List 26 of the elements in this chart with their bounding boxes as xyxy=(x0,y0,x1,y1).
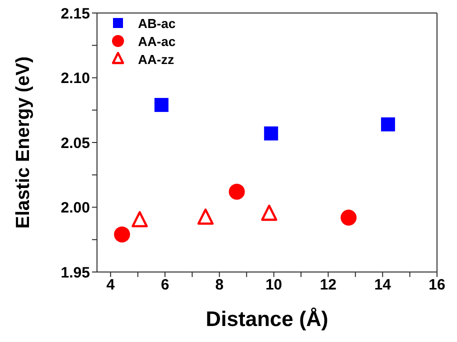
point xyxy=(228,184,245,200)
x-tick-label: 16 xyxy=(428,276,446,294)
x-tick-label: 14 xyxy=(374,276,392,294)
point xyxy=(154,98,168,112)
legend-label: AA-ac xyxy=(138,34,176,48)
y-tick-label: 2.00 xyxy=(60,200,90,217)
point xyxy=(114,226,130,242)
y-tick-label: 2.10 xyxy=(60,70,90,88)
x-tick-label: 4 xyxy=(106,276,116,294)
legend-label: AA-zz xyxy=(138,52,174,66)
x-tick-label: 12 xyxy=(320,276,337,294)
point xyxy=(264,126,278,140)
point xyxy=(340,210,357,226)
x-tick-label: 10 xyxy=(265,276,282,294)
point xyxy=(197,208,214,225)
point xyxy=(261,204,278,221)
x-tick-label: 8 xyxy=(215,276,224,294)
y-tick-label: 1.95 xyxy=(60,264,90,282)
legend-label: AB-ac xyxy=(138,16,176,30)
y-axis-title: Elastic Energy (eV) xyxy=(13,56,34,229)
x-tick-label: 6 xyxy=(160,276,170,294)
y-tick-label: 2.15 xyxy=(60,5,90,22)
x-axis-title: Distance (Å) xyxy=(206,307,328,331)
point xyxy=(381,117,396,132)
y-tick-label: 2.05 xyxy=(60,134,90,152)
point xyxy=(132,211,148,228)
